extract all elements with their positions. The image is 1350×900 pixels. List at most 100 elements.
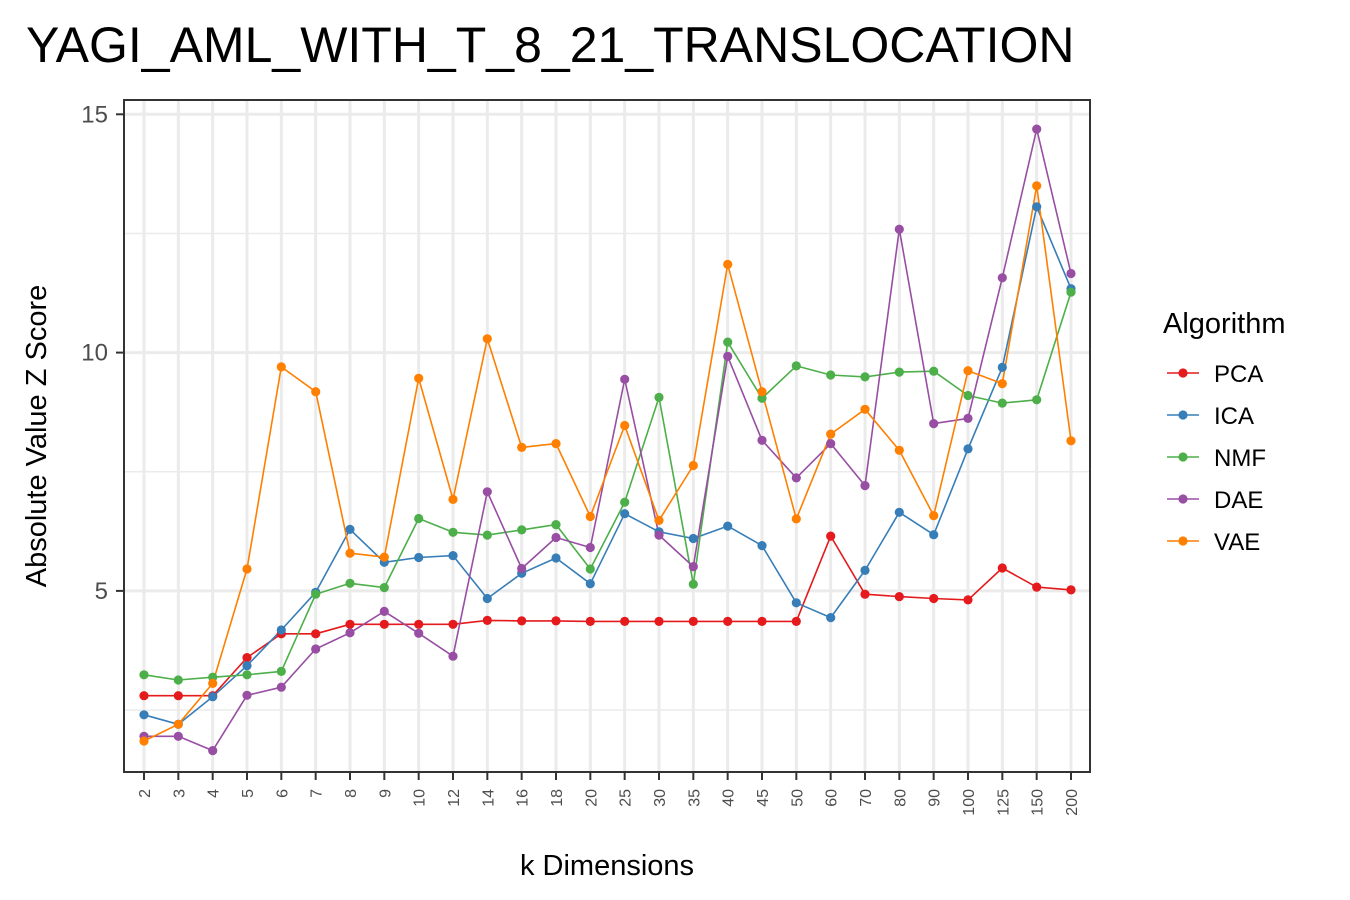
data-point-vae	[345, 548, 355, 558]
series-line-nmf	[143, 291, 1072, 681]
data-point-nmf	[723, 337, 733, 347]
plot-panel-border	[123, 99, 1091, 773]
data-point-ica	[997, 362, 1007, 372]
y-tick-label: 5	[95, 578, 108, 605]
data-point-pca	[585, 616, 595, 627]
data-point-vae	[860, 404, 870, 414]
data-point-nmf	[894, 367, 904, 377]
data-point-vae	[482, 334, 492, 344]
data-point-dae	[654, 530, 664, 540]
x-tick-label: 125	[995, 789, 1012, 816]
data-point-nmf	[414, 513, 424, 524]
data-point-vae	[688, 460, 698, 471]
data-point-nmf	[551, 520, 561, 530]
x-axis-title: k Dimensions	[520, 850, 694, 882]
data-point-nmf	[654, 392, 664, 402]
data-point-pca	[551, 616, 561, 626]
data-point-ica	[242, 661, 252, 671]
series-line-ica	[143, 206, 1072, 726]
legend-key-point-vae	[1178, 536, 1188, 546]
data-point-vae	[242, 564, 252, 574]
data-point-ica	[448, 551, 458, 561]
data-point-nmf	[585, 564, 595, 574]
data-point-ica	[585, 579, 595, 589]
data-point-pca	[826, 531, 836, 541]
data-point-pca	[997, 563, 1007, 573]
data-point-dae	[345, 628, 355, 638]
data-point-dae	[791, 473, 801, 483]
data-point-vae	[139, 736, 149, 746]
data-point-ica	[620, 509, 630, 519]
data-point-vae	[1032, 181, 1042, 191]
data-point-dae	[757, 435, 767, 445]
legend-label-dae: DAE	[1214, 487, 1263, 514]
x-tick-label: 7	[309, 789, 326, 798]
data-point-pca	[517, 616, 527, 626]
data-point-vae	[654, 515, 664, 526]
legend-title: Algorithm	[1163, 308, 1286, 340]
data-point-ica	[826, 613, 836, 623]
data-point-vae	[173, 719, 183, 729]
data-point-vae	[276, 362, 286, 372]
data-point-vae	[517, 442, 527, 452]
data-point-vae	[826, 429, 836, 439]
data-point-dae	[482, 487, 492, 497]
data-point-ica	[963, 444, 973, 454]
data-point-dae	[379, 606, 389, 617]
x-tick-label: 90	[927, 789, 944, 807]
data-point-vae	[1066, 436, 1076, 446]
data-point-ica	[276, 625, 286, 635]
data-point-ica	[894, 507, 904, 517]
data-point-dae	[276, 682, 286, 692]
data-point-dae	[517, 563, 527, 574]
data-point-ica	[929, 530, 939, 540]
data-point-pca	[791, 616, 801, 627]
data-point-dae	[826, 439, 836, 449]
x-tick-label: 2	[137, 789, 154, 798]
data-point-nmf	[1066, 287, 1076, 297]
data-point-pca	[894, 592, 904, 602]
data-point-pca	[757, 616, 767, 627]
data-point-nmf	[826, 370, 836, 380]
x-tick-label: 50	[789, 789, 806, 807]
x-tick-label: 6	[274, 789, 291, 798]
data-point-pca	[379, 619, 389, 629]
data-point-pca	[654, 616, 664, 627]
data-point-dae	[551, 532, 561, 543]
legend-label-vae: VAE	[1214, 529, 1260, 556]
data-point-dae	[414, 628, 424, 638]
data-point-vae	[997, 379, 1007, 389]
legend: Algorithm PCA ICA NMF DAE VAE	[1163, 308, 1286, 556]
data-point-dae	[1066, 268, 1076, 279]
data-point-dae	[860, 481, 870, 491]
data-point-dae	[311, 644, 321, 654]
data-point-dae	[997, 273, 1007, 283]
data-point-ica	[860, 565, 870, 576]
data-point-nmf	[1032, 395, 1042, 405]
x-tick-label: 200	[1064, 789, 1081, 816]
x-tick-label: 100	[961, 789, 978, 816]
y-tick-label: 10	[81, 340, 108, 367]
series-lines	[143, 128, 1072, 752]
data-point-pca	[242, 653, 252, 663]
data-point-nmf	[139, 670, 149, 680]
x-tick-label: 8	[343, 789, 360, 798]
data-point-pca	[688, 616, 698, 627]
data-point-vae	[414, 373, 424, 383]
data-point-ica	[1032, 202, 1042, 212]
x-tick-label: 3	[171, 789, 188, 798]
data-point-ica	[345, 524, 355, 535]
x-tick-label: 40	[721, 789, 738, 807]
data-point-vae	[311, 387, 321, 397]
data-point-dae	[929, 419, 939, 429]
y-tick-label: 15	[81, 101, 108, 128]
data-point-nmf	[379, 583, 389, 593]
data-point-nmf	[311, 589, 321, 599]
data-point-vae	[757, 387, 767, 397]
data-point-vae	[791, 514, 801, 524]
data-point-nmf	[276, 666, 286, 677]
data-point-nmf	[448, 527, 458, 537]
x-tick-label: 25	[618, 789, 635, 807]
x-tick-label: 35	[686, 789, 703, 807]
